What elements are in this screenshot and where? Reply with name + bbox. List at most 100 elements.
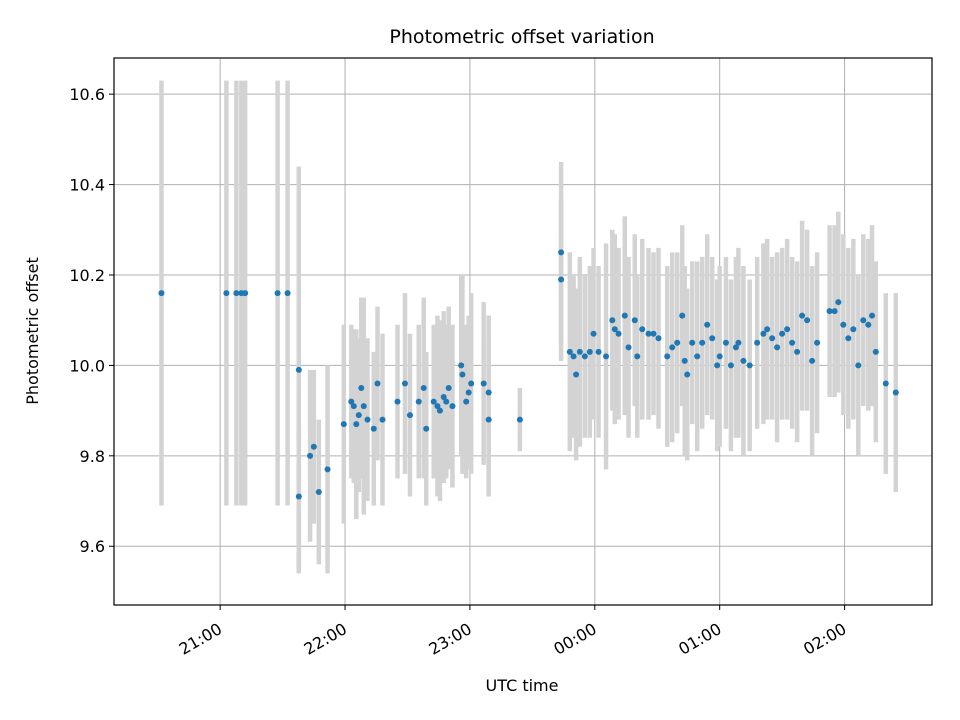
data-point (401, 380, 408, 387)
y-tick-label: 10.0 (69, 356, 105, 375)
data-point (826, 308, 833, 315)
data-point (406, 412, 413, 419)
data-point (669, 344, 676, 351)
y-tick-label: 10.6 (69, 85, 105, 104)
data-point (699, 339, 706, 346)
plot-frame (113, 57, 933, 606)
data-point (295, 366, 302, 373)
data-point (394, 398, 401, 405)
data-point (615, 330, 622, 337)
data-point (722, 339, 729, 346)
y-axis: 9.6 9.8 10.0 10.2 10.4 10.6 (69, 85, 114, 556)
y-axis-title: Photometric offset (23, 257, 42, 405)
data-point (436, 407, 443, 414)
data-point (310, 443, 317, 450)
data-point (353, 421, 360, 428)
data-point (340, 421, 347, 428)
data-point (855, 362, 862, 369)
data-point (674, 339, 681, 346)
data-point (315, 488, 322, 495)
data-point (621, 312, 628, 319)
data-point (358, 385, 365, 392)
data-point (650, 330, 657, 337)
data-point (754, 339, 761, 346)
data-point (625, 344, 632, 351)
data-point (684, 371, 691, 378)
y-tick-label: 9.6 (80, 537, 105, 556)
point-layer (158, 249, 899, 500)
data-point (463, 398, 470, 405)
data-point (645, 330, 652, 337)
data-point (794, 348, 801, 355)
data-point (689, 339, 696, 346)
data-point (789, 339, 796, 346)
data-point (516, 416, 523, 423)
data-point (639, 326, 646, 333)
y-tick-label: 10.2 (69, 266, 105, 285)
data-point (445, 385, 452, 392)
data-point (611, 326, 618, 333)
data-point (865, 321, 872, 328)
x-axis-title: UTC time (486, 676, 559, 695)
data-point (566, 348, 573, 355)
data-point (664, 353, 671, 360)
data-point (892, 389, 899, 396)
data-point (374, 380, 381, 387)
chart-title: Photometric offset variation (389, 26, 654, 48)
data-point (704, 321, 711, 328)
data-point (465, 389, 472, 396)
data-point (655, 335, 662, 342)
data-point (595, 348, 602, 355)
data-point (740, 357, 747, 364)
data-point (727, 362, 734, 369)
data-point (158, 290, 165, 297)
y-tick-label: 10.4 (69, 176, 105, 195)
data-point (882, 380, 889, 387)
data-point (360, 403, 367, 410)
data-point (274, 290, 281, 297)
data-point (845, 335, 852, 342)
data-point (860, 317, 867, 324)
data-point (681, 357, 688, 364)
data-point (573, 371, 580, 378)
data-point (774, 344, 781, 351)
data-point (784, 326, 791, 333)
y-tick-label: 9.8 (80, 447, 105, 466)
data-point (835, 299, 842, 306)
data-point (850, 326, 857, 333)
data-point (284, 290, 291, 297)
data-point (694, 353, 701, 360)
data-point (679, 312, 686, 319)
data-point (468, 380, 475, 387)
data-point (364, 416, 371, 423)
data-point (804, 317, 811, 324)
data-point (350, 403, 357, 410)
data-point (779, 330, 786, 337)
data-point (603, 353, 610, 360)
data-point (443, 398, 450, 405)
data-point (872, 348, 879, 355)
data-point (558, 276, 565, 283)
data-point (480, 380, 487, 387)
data-point (570, 353, 577, 360)
data-point (420, 385, 427, 392)
data-point (223, 290, 230, 297)
data-point (355, 412, 362, 419)
data-point (709, 335, 716, 342)
data-point (233, 290, 240, 297)
data-point (348, 398, 355, 405)
data-point (809, 357, 816, 364)
data-point (458, 362, 465, 369)
data-point (423, 425, 430, 432)
data-point (581, 353, 588, 360)
data-point (379, 416, 386, 423)
data-point (840, 321, 847, 328)
data-point (799, 312, 806, 319)
data-point (590, 330, 597, 337)
data-point (609, 317, 616, 324)
data-point (714, 362, 721, 369)
data-point (434, 403, 441, 410)
data-point (295, 493, 302, 500)
data-point (558, 249, 565, 256)
